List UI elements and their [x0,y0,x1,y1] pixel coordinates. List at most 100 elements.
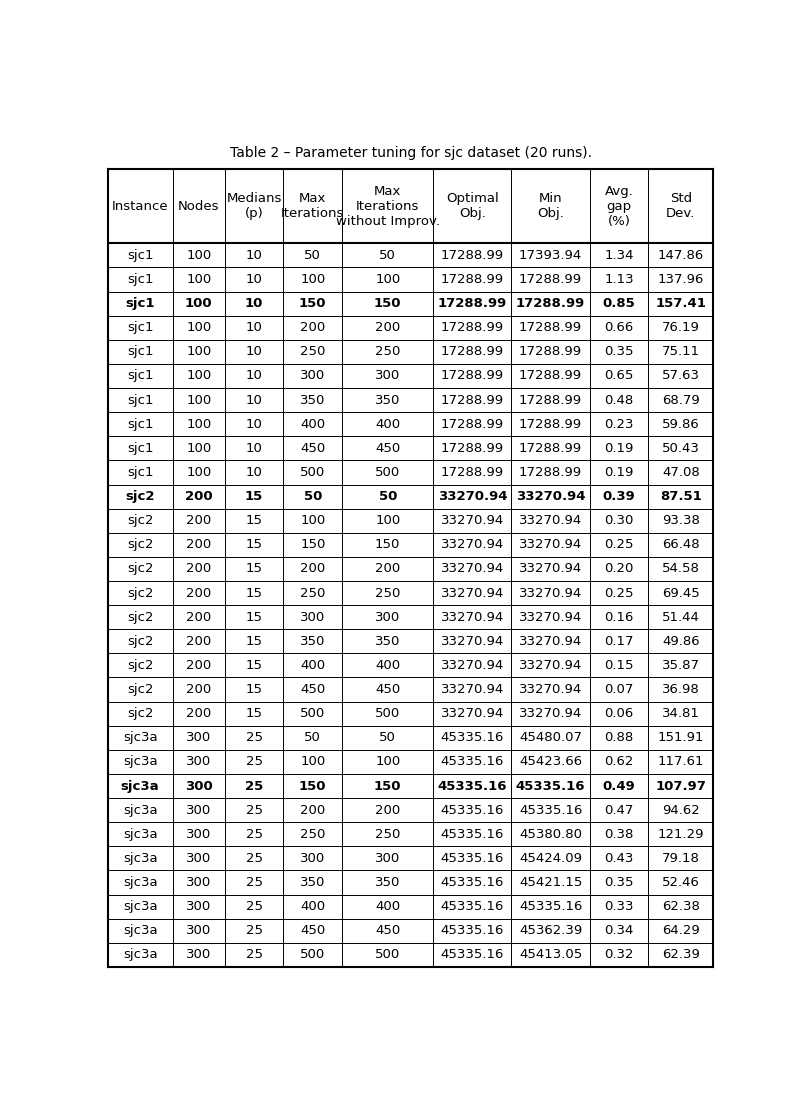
Text: 10: 10 [246,394,263,407]
Text: 17288.99: 17288.99 [441,466,504,479]
Text: 0.20: 0.20 [604,562,634,575]
Text: 100: 100 [300,274,325,286]
Text: sjc3a: sjc3a [123,755,158,768]
Text: 50: 50 [304,248,321,261]
Text: 250: 250 [375,586,400,600]
Text: 450: 450 [375,683,400,696]
Text: 400: 400 [375,659,400,672]
Text: 17288.99: 17288.99 [519,346,582,359]
Text: 0.49: 0.49 [602,780,635,792]
Text: 15: 15 [246,635,263,648]
Text: 100: 100 [300,514,325,527]
Text: 0.19: 0.19 [604,442,634,455]
Text: 45335.16: 45335.16 [516,780,586,792]
Text: 0.85: 0.85 [602,298,635,310]
Text: 450: 450 [300,924,325,938]
Text: 150: 150 [374,298,401,310]
Text: 150: 150 [299,298,327,310]
Text: sjc2: sjc2 [127,707,154,720]
Text: 33270.94: 33270.94 [519,586,582,600]
Text: 17288.99: 17288.99 [441,248,504,261]
Text: 50.43: 50.43 [662,442,700,455]
Text: 250: 250 [300,586,325,600]
Text: 10: 10 [246,466,263,479]
Text: 45335.16: 45335.16 [519,900,582,913]
Text: sjc2: sjc2 [127,562,154,575]
Text: 500: 500 [300,466,325,479]
Text: 25: 25 [245,780,264,792]
Text: 33270.94: 33270.94 [441,562,504,575]
Text: 45380.80: 45380.80 [519,828,582,841]
Text: 200: 200 [185,490,212,503]
Text: 100: 100 [375,755,400,768]
Text: 33270.94: 33270.94 [519,635,582,648]
Text: 10: 10 [246,442,263,455]
Text: 0.19: 0.19 [604,466,634,479]
Text: Table 2 – Parameter tuning for sjc dataset (20 runs).: Table 2 – Parameter tuning for sjc datas… [230,146,591,160]
Text: 400: 400 [375,900,400,913]
Text: sjc3a: sjc3a [123,804,158,816]
Text: 137.96: 137.96 [658,274,704,286]
Text: sjc3a: sjc3a [123,828,158,841]
Text: 350: 350 [300,394,325,407]
Text: 62.39: 62.39 [662,948,700,962]
Text: 51.44: 51.44 [662,610,700,624]
Text: 17288.99: 17288.99 [441,346,504,359]
Text: sjc3a: sjc3a [121,780,159,792]
Text: 0.25: 0.25 [604,538,634,551]
Text: 45335.16: 45335.16 [441,828,504,841]
Text: 25: 25 [246,755,263,768]
Text: 151.91: 151.91 [658,731,704,744]
Text: sjc2: sjc2 [127,610,154,624]
Text: 36.98: 36.98 [662,683,700,696]
Text: 33270.94: 33270.94 [441,586,504,600]
Text: 87.51: 87.51 [660,490,702,503]
Text: 450: 450 [300,442,325,455]
Text: 0.30: 0.30 [604,514,634,527]
Text: 400: 400 [300,418,325,431]
Text: 100: 100 [300,755,325,768]
Text: 300: 300 [186,876,211,889]
Text: 200: 200 [375,322,400,335]
Text: 45335.16: 45335.16 [441,900,504,913]
Text: 25: 25 [246,948,263,962]
Text: Min
Obj.: Min Obj. [537,193,564,220]
Text: 69.45: 69.45 [662,586,700,600]
Text: 45335.16: 45335.16 [441,755,504,768]
Text: 200: 200 [186,538,211,551]
Text: 0.23: 0.23 [604,418,634,431]
Text: 200: 200 [300,322,325,335]
Text: 33270.94: 33270.94 [441,538,504,551]
Text: 100: 100 [186,346,211,359]
Text: 15: 15 [245,490,264,503]
Text: 0.38: 0.38 [604,828,634,841]
Text: 117.61: 117.61 [658,755,704,768]
Text: sjc2: sjc2 [126,490,155,503]
Text: 17288.99: 17288.99 [441,418,504,431]
Text: 0.35: 0.35 [604,346,634,359]
Text: 17393.94: 17393.94 [519,248,582,261]
Text: 100: 100 [186,394,211,407]
Text: 0.88: 0.88 [605,731,634,744]
Text: 33270.94: 33270.94 [441,659,504,672]
Text: 400: 400 [375,418,400,431]
Text: 400: 400 [300,659,325,672]
Text: 17288.99: 17288.99 [516,298,586,310]
Text: 100: 100 [186,370,211,383]
Text: 79.18: 79.18 [662,852,700,865]
Text: 17288.99: 17288.99 [519,442,582,455]
Text: sjc3a: sjc3a [123,876,158,889]
Text: sjc3a: sjc3a [123,731,158,744]
Text: 17288.99: 17288.99 [441,274,504,286]
Text: Nodes: Nodes [178,200,219,212]
Text: 93.38: 93.38 [662,514,700,527]
Text: sjc3a: sjc3a [123,948,158,962]
Text: 15: 15 [246,562,263,575]
Text: sjc1: sjc1 [127,442,154,455]
Text: sjc1: sjc1 [127,346,154,359]
Text: 45424.09: 45424.09 [519,852,582,865]
Text: 500: 500 [375,466,400,479]
Text: 10: 10 [246,322,263,335]
Text: 250: 250 [300,828,325,841]
Text: sjc3a: sjc3a [123,852,158,865]
